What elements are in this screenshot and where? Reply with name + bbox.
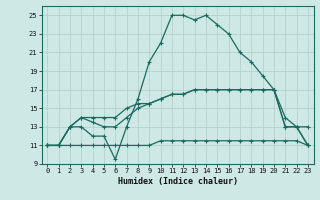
X-axis label: Humidex (Indice chaleur): Humidex (Indice chaleur): [118, 177, 237, 186]
